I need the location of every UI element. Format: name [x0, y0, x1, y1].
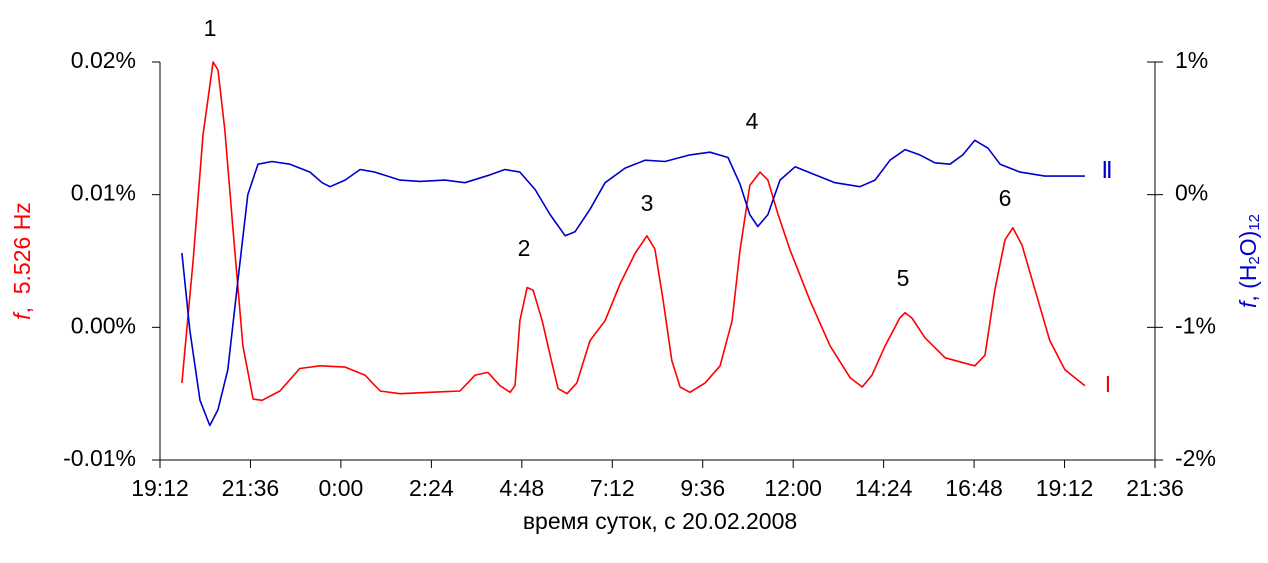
annotation: 3 [641, 190, 654, 216]
y-label-part: f [9, 311, 35, 320]
series-line [181, 61, 1086, 402]
y-tick-label: -0.01% [63, 445, 136, 471]
x-tick-label: 2:24 [409, 475, 454, 501]
y2-tick-label: 0% [1175, 180, 1208, 206]
y2-label-part: f [1235, 299, 1261, 308]
series-label: I [1105, 371, 1111, 397]
y2-label-part: 2 [1246, 256, 1263, 264]
y2-tick-label: -2% [1175, 445, 1216, 471]
y2-axis-label: f, (H2O)12 [1235, 214, 1263, 308]
y2-label-part: O) [1235, 231, 1261, 257]
x-tick-label: 16:48 [945, 475, 1003, 501]
y2-label-part: , (H [1235, 265, 1261, 302]
y2-tick-label: 1% [1175, 47, 1208, 73]
y2-tick-label: -1% [1175, 312, 1216, 338]
x-tick-label: 4:48 [499, 475, 544, 501]
x-tick-label: 0:00 [319, 475, 364, 501]
y-tick-label: 0.02% [71, 47, 136, 73]
annotation: 2 [518, 235, 531, 261]
series-label: Ⅱ [1101, 157, 1112, 183]
x-tick-label: 7:12 [590, 475, 635, 501]
x-axis-label: время суток, с 20.02.2008 [523, 508, 797, 534]
x-tick-label: 21:36 [1126, 475, 1184, 501]
annotation: 5 [897, 265, 910, 291]
x-tick-label: 9:36 [680, 475, 725, 501]
series-line [181, 139, 1085, 427]
x-tick-label: 14:24 [855, 475, 913, 501]
annotation: 1 [204, 15, 217, 41]
x-tick-label: 19:12 [1036, 475, 1094, 501]
x-tick-label: 19:12 [131, 475, 189, 501]
y-tick-label: 0.01% [71, 180, 136, 206]
y-tick-label: 0.00% [71, 312, 136, 338]
annotation: 4 [746, 108, 759, 134]
annotation: 6 [999, 185, 1012, 211]
x-tick-label: 12:00 [764, 475, 822, 501]
y-label-part: , 5.526 Hz [9, 202, 35, 313]
y-axis-label: f, 5.526 Hz [9, 202, 35, 320]
x-tick-label: 21:36 [222, 475, 280, 501]
y2-label-part: 12 [1246, 214, 1263, 231]
